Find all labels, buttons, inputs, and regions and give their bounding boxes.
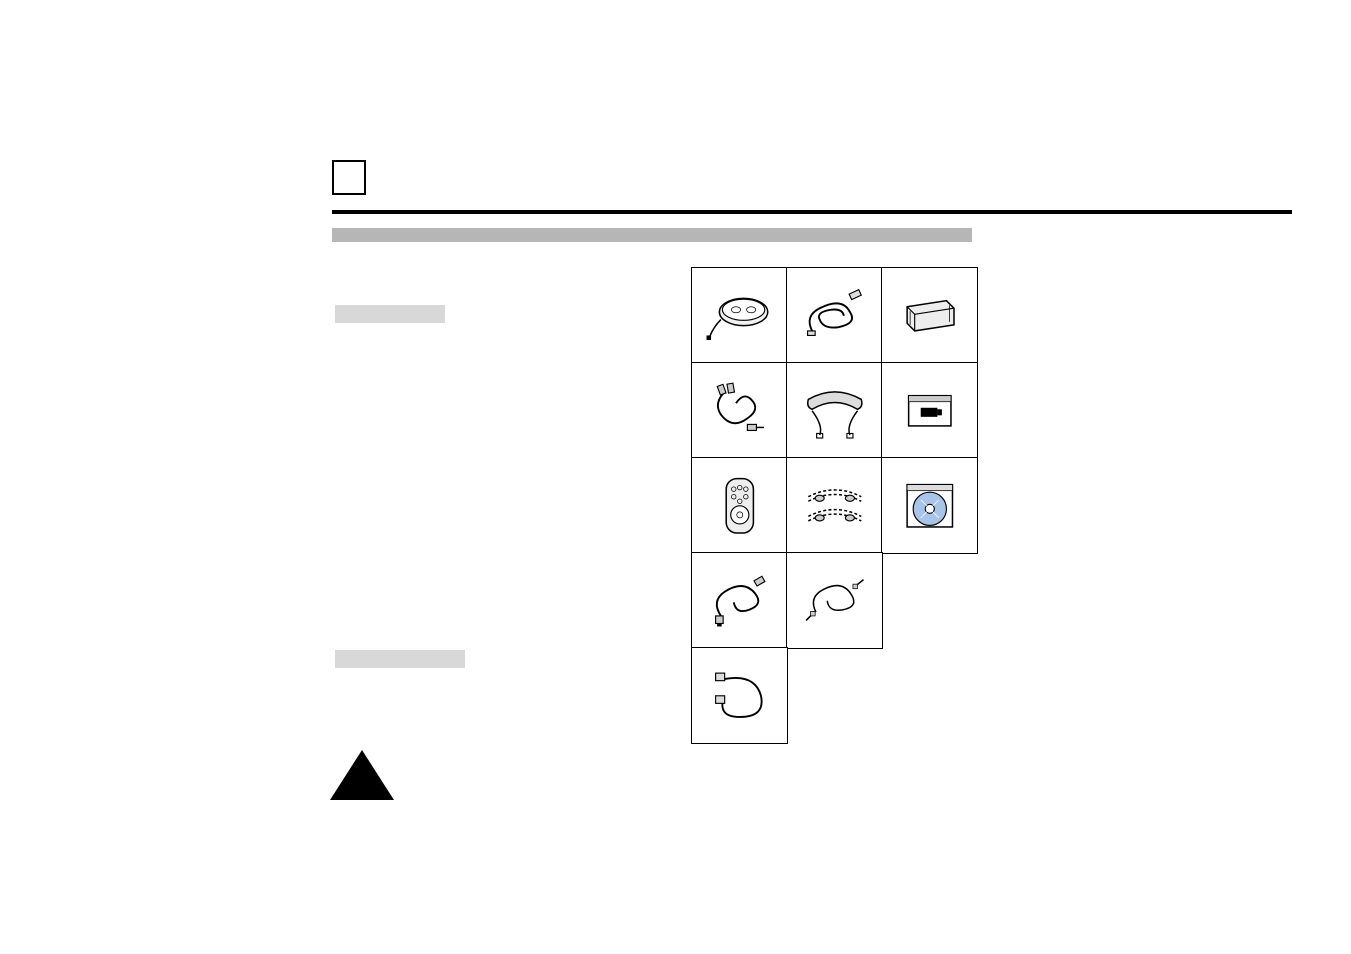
header-rule	[332, 210, 1292, 214]
battery-pack-icon	[892, 278, 968, 354]
section-bar	[332, 228, 972, 242]
audio-cable-icon	[797, 563, 873, 639]
dc-cable-icon	[797, 278, 873, 354]
empty-cell	[882, 648, 977, 743]
shoulder-strap-icon	[797, 373, 873, 449]
empty-cell	[882, 553, 977, 648]
cell-ac-adapter	[691, 267, 788, 364]
cell-battery-pack	[881, 267, 978, 364]
cell-pc-cable	[691, 647, 788, 744]
subheading-block-1	[335, 305, 445, 323]
cd-rom-icon	[892, 468, 968, 544]
arrow-up-icon	[330, 750, 394, 800]
subheading-block-2	[335, 650, 465, 668]
ac-adapter-icon	[702, 278, 778, 354]
cell-av-cable	[691, 362, 788, 459]
cell-audio-cable	[786, 552, 883, 649]
pc-cable-icon	[702, 658, 778, 734]
cell-core-filters	[786, 457, 883, 554]
core-filters-icon	[797, 468, 873, 544]
memory-card-icon	[892, 373, 968, 449]
cell-usb-cable	[691, 552, 788, 649]
cell-dc-cable	[786, 267, 883, 364]
usb-cable-icon	[702, 563, 778, 639]
av-cable-icon	[702, 373, 778, 449]
accessories-grid	[692, 268, 977, 743]
cell-cd-rom	[881, 457, 978, 554]
empty-cell	[787, 648, 882, 743]
cell-memory-card	[881, 362, 978, 459]
cell-shoulder-strap	[786, 362, 883, 459]
page-number-box	[332, 160, 366, 195]
remote-control-icon	[702, 468, 778, 544]
cell-remote-control	[691, 457, 788, 554]
